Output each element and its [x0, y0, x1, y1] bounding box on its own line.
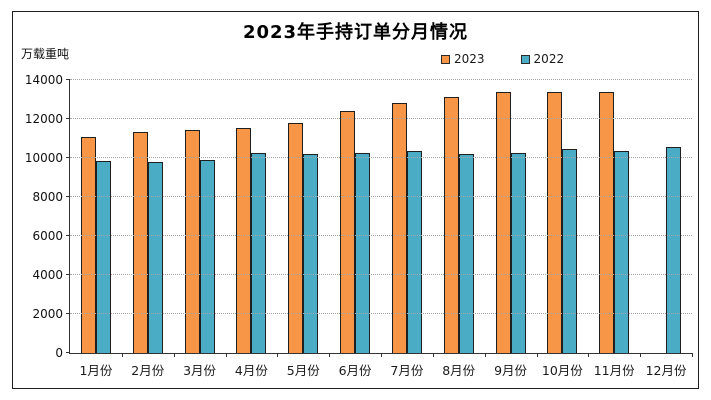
bar-2022-1月份: [95, 160, 111, 353]
bar-group-5月份: [277, 80, 329, 353]
x-axis-label-3月份: 3月份: [183, 363, 217, 378]
y-axis-label-2000: 2000: [32, 307, 63, 321]
x-axis-label-12月份: 12月份: [645, 363, 687, 378]
bar-2022-3月份: [199, 159, 215, 353]
y-axis-label-4000: 4000: [32, 268, 63, 282]
y-axis-label-12000: 12000: [24, 112, 63, 126]
bar-group-8月份: [433, 80, 485, 353]
bar-2022-6月份: [355, 153, 371, 353]
x-axis-label-8月份: 8月份: [442, 363, 476, 378]
gridline-6000: [70, 235, 692, 236]
x-axis-labels: 1月份 2月份 3月份 4月份 5月份 6月份 7月份 8月份 9月份 10月份 11月份 12月份: [70, 360, 692, 379]
bar-2023-8月份: [443, 96, 459, 353]
x-axis-tick-5: [329, 353, 331, 357]
legend: 2023 2022: [441, 52, 564, 66]
x-axis-tick-4: [277, 353, 279, 357]
x-axis-label-9月份: 9月份: [494, 363, 528, 378]
gridline-4000: [70, 274, 692, 275]
x-axis-label-4月份: 4月份: [234, 363, 268, 378]
bar-group-6月份: [329, 80, 381, 353]
gridline-8000: [70, 196, 692, 197]
bar-2022-12月份: [666, 147, 682, 353]
bar-group-10月份: [536, 80, 588, 353]
y-axis-label-0: 0: [55, 346, 63, 360]
bar-2023-1月份: [80, 136, 96, 353]
x-axis-tick-8: [484, 353, 486, 357]
bar-group-12月份: [640, 80, 692, 353]
y-axis-tick-12000: [66, 118, 70, 119]
x-axis-tick-12: [692, 353, 693, 357]
legend-item-2023: 2023: [441, 52, 485, 66]
y-axis-tick-14000: [66, 79, 70, 80]
chart-title: 2023年手持订单分月情况: [242, 22, 469, 43]
legend-label-2022: 2022: [533, 52, 565, 66]
bar-2022-7月份: [406, 151, 422, 353]
x-axis-label-7月份: 7月份: [390, 363, 424, 378]
bar-group-3月份: [174, 80, 226, 353]
bar-2023-7月份: [391, 103, 407, 353]
x-axis-ticks: [70, 353, 693, 357]
y-axis-tick-10000: [66, 157, 70, 158]
bar-2023-4月份: [236, 127, 252, 353]
bar-2023-3月份: [184, 129, 200, 353]
bar-2023-2月份: [132, 131, 148, 353]
y-axis-label-10000: 10000: [24, 151, 63, 165]
x-axis-label-6月份: 6月份: [338, 363, 372, 378]
y-axis-label-8000: 8000: [32, 190, 63, 204]
y-axis-tick-4000: [66, 274, 70, 275]
x-axis-tick-1: [121, 353, 123, 357]
y-axis-label-14000: 14000: [24, 73, 63, 87]
x-axis-label-11月份: 11月份: [593, 363, 635, 378]
legend-swatch-2023: [441, 54, 450, 64]
x-axis-tick-7: [432, 353, 434, 357]
x-axis-tick-3: [225, 353, 227, 357]
x-axis-tick-10: [588, 353, 590, 357]
bar-group-7月份: [381, 80, 433, 353]
x-axis-tick-6: [381, 353, 382, 357]
gridline-2000: [70, 313, 692, 314]
y-axis-unit-label: 万载重吨: [21, 47, 70, 61]
x-axis-tick-2: [173, 353, 175, 357]
bar-2023-5月份: [288, 122, 304, 353]
bar-2022-11月份: [614, 151, 630, 353]
gridline-12000: [70, 118, 692, 119]
bar-2023-6月份: [340, 111, 356, 353]
legend-swatch-2022: [520, 54, 530, 64]
x-axis-tick-11: [640, 353, 642, 357]
legend-item-2022: 2022: [520, 52, 565, 66]
x-axis-label-5月份: 5月份: [286, 363, 320, 378]
bar-group-2月份: [122, 80, 174, 353]
bar-2022-9月份: [510, 153, 526, 353]
bar-group-4月份: [225, 80, 277, 353]
bar-2022-2月份: [147, 161, 163, 353]
y-axis-label-6000: 6000: [32, 229, 63, 243]
gridline-14000: [70, 79, 692, 80]
gridline-10000: [70, 157, 692, 158]
bar-2022-10月份: [562, 149, 578, 353]
x-axis-tick-9: [536, 353, 538, 357]
y-axis-tick-6000: [66, 235, 70, 236]
bar-group-1月份: [70, 80, 122, 353]
bar-groups: [70, 80, 692, 353]
x-axis-label-1月份: 1月份: [79, 363, 113, 378]
y-axis-tick-8000: [66, 196, 70, 197]
y-axis-tick-0: [66, 352, 70, 353]
bar-2022-8月份: [458, 154, 474, 353]
x-axis-label-2月份: 2月份: [131, 363, 165, 378]
bar-2022-5月份: [303, 154, 319, 353]
chart-frame: 2023年手持订单分月情况 万载重吨 2023 2022 1月份 2月份 3月份 4月份…: [12, 11, 699, 389]
bar-2022-4月份: [251, 153, 267, 353]
legend-label-2023: 2023: [454, 52, 485, 66]
x-axis-label-10月份: 10月份: [541, 363, 583, 378]
y-axis-tick-2000: [66, 313, 70, 314]
plot-area: 1月份 2月份 3月份 4月份 5月份 6月份 7月份 8月份 9月份 10月份 11月份 12月份 …: [25, 73, 693, 378]
